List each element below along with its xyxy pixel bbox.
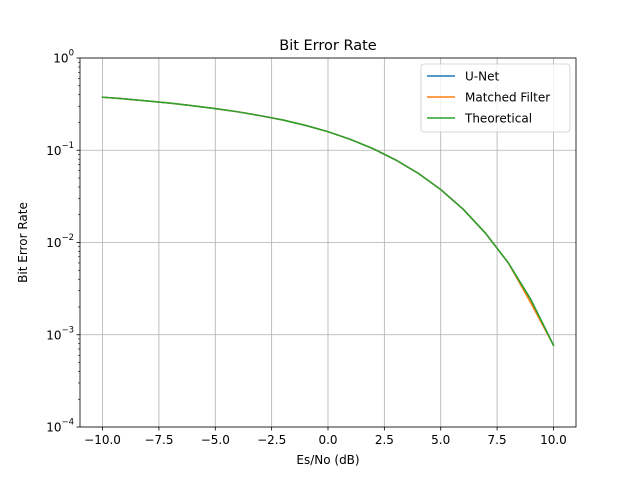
x-tick-label: −2.5	[257, 433, 286, 447]
x-tick-label: 0.0	[318, 433, 337, 447]
legend: U-Net Matched Filter Theoretical	[420, 63, 571, 133]
legend-box	[420, 63, 571, 133]
x-axis-label: Es/No (dB)	[296, 453, 359, 467]
x-tick-label: 5.0	[431, 433, 450, 447]
x-tick-label: 10.0	[540, 433, 567, 447]
y-tick-label: 10−2	[46, 233, 74, 250]
x-tick-label: 7.5	[488, 433, 507, 447]
series-line-3	[101, 96, 555, 347]
legend-label: Theoretical	[464, 112, 532, 126]
y-tick-label: 100	[53, 49, 74, 66]
x-tick-label: −10.0	[84, 433, 121, 447]
y-tick-label: 10−1	[46, 141, 74, 158]
series-lines	[101, 96, 555, 347]
x-tick-label: −7.5	[144, 433, 173, 447]
x-tick-label: 2.5	[375, 433, 394, 447]
legend-label: U-Net	[465, 70, 499, 84]
y-tick-label: 10−3	[46, 325, 74, 342]
y-axis-label: Bit Error Rate	[16, 202, 30, 283]
chart-title: Bit Error Rate	[279, 38, 377, 54]
ticks: −10.0 −7.5 −5.0 −2.5 0.0 2.5 5.0 7.5 10.0 10−4 10−…	[46, 49, 567, 448]
legend-label: Matched Filter	[465, 91, 550, 105]
x-tick-label: −5.0	[201, 433, 230, 447]
y-tick-label: 10−4	[46, 418, 74, 435]
